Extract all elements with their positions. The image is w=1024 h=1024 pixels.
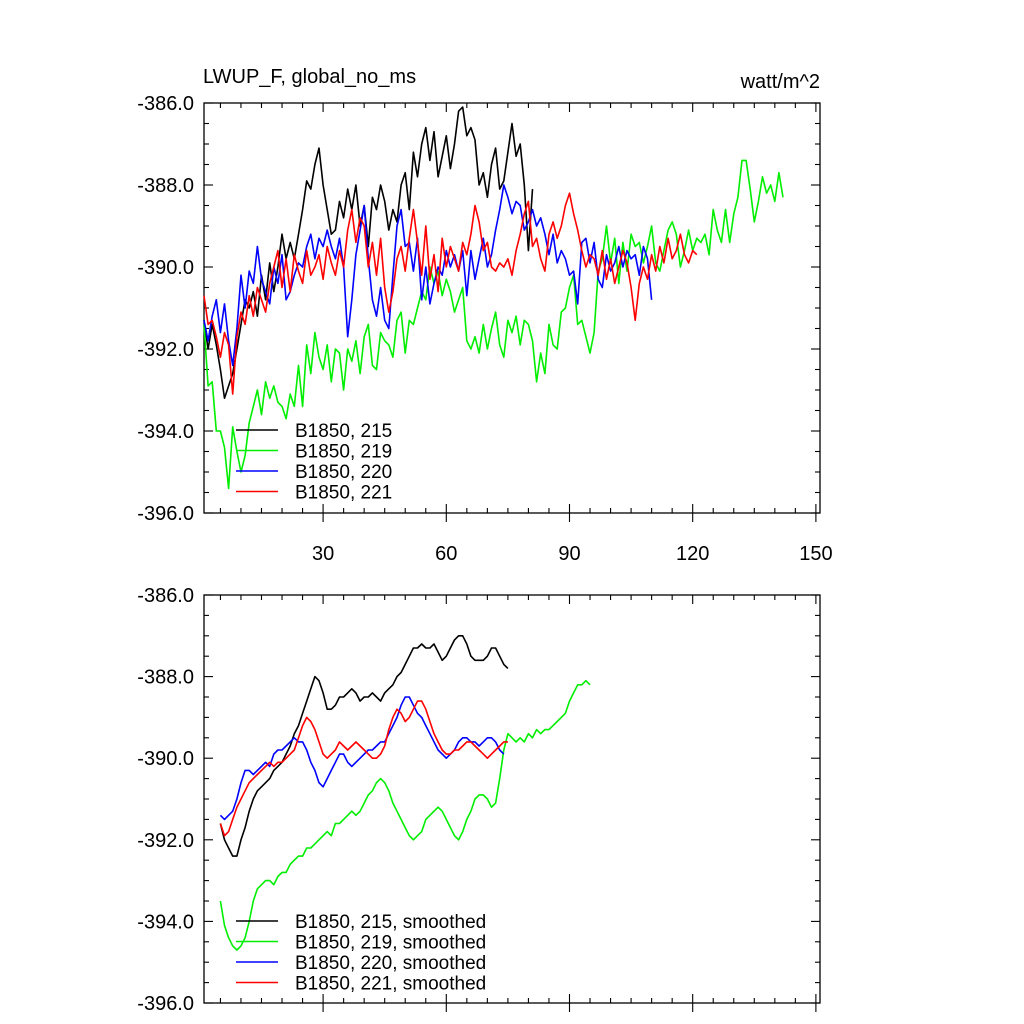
legend-label: B1850, 221, smoothed bbox=[295, 974, 486, 995]
series-line-4 bbox=[219, 700, 508, 837]
series-line-1 bbox=[219, 634, 509, 857]
y-tick-label: -390.0 bbox=[137, 748, 194, 770]
y-tick-label: -386.0 bbox=[137, 93, 194, 115]
series-line-2 bbox=[219, 679, 591, 951]
series-line-1 bbox=[203, 106, 534, 400]
y-tick-label: -396.0 bbox=[137, 503, 194, 525]
top-panel: LWUP_F, global_no_ms watt/m^2 -386.0 -388… bbox=[137, 66, 832, 565]
x-tick-label: 150 bbox=[799, 543, 832, 565]
bottom-panel: -386.0 -388.0 -390.0 -392.0 -394.0 -396.0 B185… bbox=[137, 585, 821, 1015]
series-line-3 bbox=[203, 184, 653, 367]
legend-label: B1850, 220 bbox=[295, 462, 392, 483]
y-tick-label: -394.0 bbox=[137, 911, 194, 933]
y-tick-label: -388.0 bbox=[137, 175, 194, 197]
x-tick-label: 120 bbox=[676, 543, 709, 565]
y-tick-label: -386.0 bbox=[137, 585, 194, 607]
y-tick-label: -392.0 bbox=[137, 339, 194, 361]
series-line-4 bbox=[203, 192, 698, 395]
x-tick-label: 60 bbox=[435, 543, 457, 565]
legend-label: B1850, 220, smoothed bbox=[295, 953, 486, 974]
legend-label: B1850, 219, smoothed bbox=[295, 933, 486, 954]
y-tick-label: -392.0 bbox=[137, 830, 194, 852]
y-tick-label: -394.0 bbox=[137, 421, 194, 443]
series-line-3 bbox=[219, 696, 505, 821]
legend-label: B1850, 215 bbox=[295, 421, 392, 442]
x-tick-label: 90 bbox=[558, 543, 580, 565]
legend-label: B1850, 215, smoothed bbox=[295, 912, 486, 933]
series-line-2 bbox=[203, 159, 784, 490]
legend-label: B1850, 221 bbox=[295, 483, 392, 504]
chart-title: LWUP_F, global_no_ms bbox=[203, 66, 416, 88]
y-tick-label: -396.0 bbox=[137, 993, 194, 1015]
y-tick-label: -388.0 bbox=[137, 667, 194, 689]
y-tick-label: -390.0 bbox=[137, 257, 194, 279]
units-label: watt/m^2 bbox=[740, 71, 820, 93]
x-tick-label: 30 bbox=[312, 543, 334, 565]
legend-label: B1850, 219 bbox=[295, 442, 392, 463]
